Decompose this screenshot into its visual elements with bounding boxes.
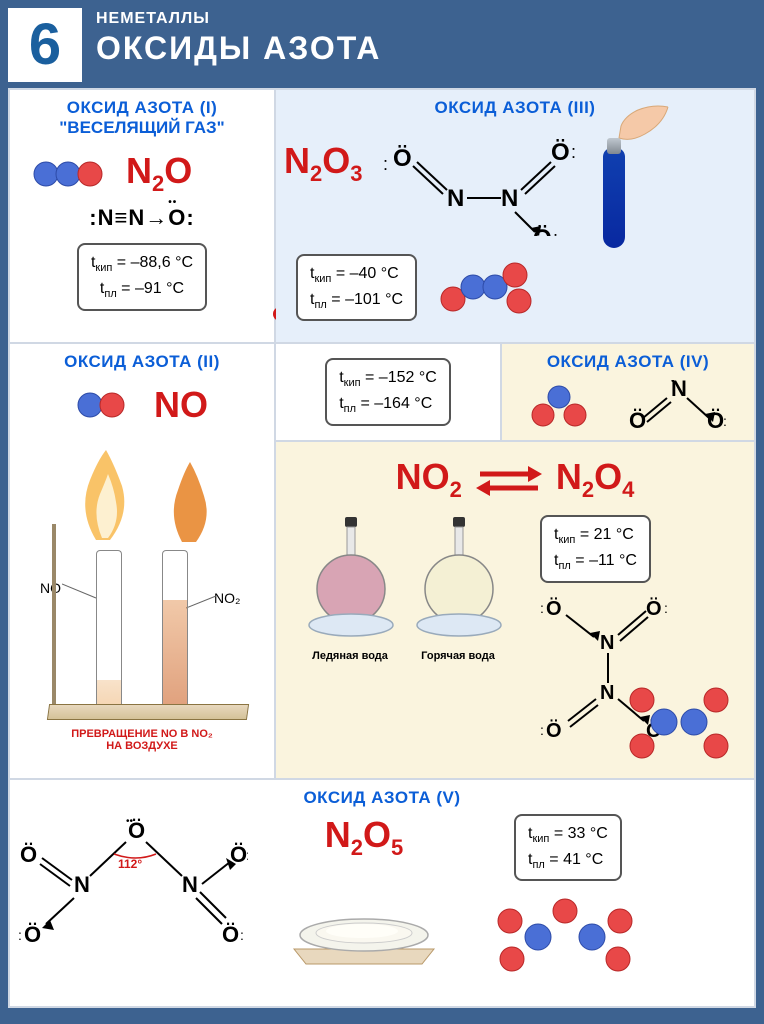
svg-text:112°: 112°	[118, 857, 142, 871]
flask-hot-icon	[413, 515, 503, 645]
header: 6 НЕМЕТАЛЛЫ ОКСИДЫ АЗОТА	[8, 8, 756, 82]
svg-text::: :	[540, 600, 544, 616]
formula-n2o: N2O	[126, 150, 192, 197]
poster-number: 6	[8, 8, 82, 82]
formula-n2o4: N2O4	[556, 456, 635, 503]
oxide-title: ОКСИД АЗОТА (V)	[18, 788, 746, 808]
svg-text:•: •	[671, 380, 675, 387]
cell-no-head: ОКСИД АЗОТА (II) NO	[10, 344, 274, 440]
svg-text:••: ••	[126, 816, 134, 827]
oxide-title: ОКСИД АЗОТА (I)	[18, 98, 266, 118]
cold-water-label: Ледяная вода	[305, 650, 395, 662]
svg-text:Ö: Ö	[230, 842, 247, 867]
experiment-caption2: НА ВОЗДУХЕ	[18, 740, 266, 752]
cell-no2-n2o4: NO2 N2O4	[276, 442, 754, 778]
lewis-n2o3-icon: Ö : N N Ö : Ö :	[383, 126, 583, 236]
temp-box-n2o5: tкип = 33 °С tпл = 41 °С	[514, 814, 622, 881]
svg-text:Ö: Ö	[646, 597, 662, 620]
content-area: ОКСИД АЗОТА (I) "ВЕСЕЛЯЩИЙ ГАЗ" N2O :N≡N…	[8, 88, 756, 1008]
dish-icon	[284, 879, 444, 969]
lewis-n2o: :N≡N→O••:	[18, 205, 266, 231]
cell-no-temp: tкип = –152 °С tпл = –164 °С	[276, 344, 500, 440]
cell-no2-head: ОКСИД АЗОТА (IV) N • Ö: Ö:	[502, 344, 754, 440]
cell-no-experiment: NO NO₂ ПРЕВРАЩЕНИЕ NO В NO₂ НА ВОЗДУХЕ	[10, 442, 274, 778]
category-subtitle: НЕМЕТАЛЛЫ	[96, 10, 381, 28]
cell-n2o3: ОКСИД АЗОТА (III) N2O3 Ö : N N Ö :	[276, 90, 754, 342]
svg-text:Ö: Ö	[24, 922, 41, 947]
temp-box-no: tкип = –152 °С tпл = –164 °С	[325, 358, 451, 425]
poster: 6 НЕМЕТАЛЛЫ ОКСИДЫ АЗОТА ОКСИД АЗОТА (I)…	[0, 0, 764, 1024]
stand-base-icon	[47, 704, 249, 720]
svg-text:Ö: Ö	[222, 922, 239, 947]
svg-text:N: N	[182, 872, 198, 897]
cell-n2o5: ОКСИД АЗОТА (V) Ö •• 112° N N Ö: Ö:	[10, 780, 754, 1008]
oxide-title: ОКСИД АЗОТА (II)	[18, 352, 266, 372]
temp-box-n2o3: tкип = –40 °С tпл = –101 °С	[296, 254, 417, 321]
hand-vial-icon	[603, 132, 625, 248]
hot-water-label: Горячая вода	[413, 650, 503, 662]
formula-no2: NO2	[396, 456, 462, 503]
flame-icon	[156, 460, 226, 550]
svg-text:Ö: Ö	[393, 145, 412, 172]
molecule-n2o5-icon	[480, 893, 650, 1003]
svg-text:N: N	[447, 185, 464, 212]
oxide-subtitle: "ВЕСЕЛЯЩИЙ ГАЗ"	[18, 118, 266, 138]
label-no: NO	[40, 580, 61, 596]
equilibrium-arrow-icon	[474, 460, 544, 500]
lewis-n2o5-icon: Ö •• 112° N N Ö: Ö: Ö: Ö:	[18, 814, 248, 984]
svg-text:Ö: Ö	[546, 597, 562, 620]
oxide-title: ОКСИД АЗОТА (III)	[284, 98, 746, 118]
svg-text::: :	[540, 722, 544, 738]
molecule-n2o4-icon	[624, 682, 734, 772]
molecule-n2o-icon	[32, 160, 108, 188]
svg-text::: :	[246, 847, 248, 863]
svg-text::: :	[383, 154, 388, 174]
flame-icon	[66, 450, 146, 550]
svg-text:N: N	[600, 632, 614, 654]
svg-text:Ö: Ö	[551, 139, 570, 166]
poster-title: ОКСИДЫ АЗОТА	[96, 30, 381, 67]
svg-text:Ö: Ö	[20, 842, 37, 867]
molecule-n2o3-icon	[439, 261, 539, 315]
svg-text::: :	[571, 142, 576, 162]
molecule-no2-icon	[529, 383, 589, 427]
experiment-caption: ПРЕВРАЩЕНИЕ NO В NO₂	[18, 728, 266, 740]
svg-text::: :	[664, 600, 668, 616]
lewis-no2-icon: N • Ö: Ö:	[627, 380, 727, 430]
svg-text::: :	[18, 927, 22, 943]
formula-n2o5: N2O5	[264, 814, 464, 861]
svg-text:Ö: Ö	[629, 408, 646, 430]
svg-text:Ö: Ö	[533, 225, 552, 236]
svg-text::: :	[240, 927, 244, 943]
temp-box-no2: tкип = 21 °С tпл = –11 °С	[540, 515, 651, 582]
svg-text:N: N	[74, 872, 90, 897]
svg-text::: :	[553, 228, 558, 236]
cell-n2o: ОКСИД АЗОТА (I) "ВЕСЕЛЯЩИЙ ГАЗ" N2O :N≡N…	[10, 90, 274, 342]
svg-text:Ö: Ö	[546, 719, 562, 742]
oxide-title: ОКСИД АЗОТА (IV)	[510, 352, 746, 372]
temp-box-n2o: tкип = –88,6 °С tпл = –91 °С	[77, 243, 207, 310]
svg-text:N: N	[600, 682, 614, 704]
svg-text::: :	[723, 413, 727, 429]
svg-text:N: N	[501, 185, 518, 212]
formula-n2o3: N2O3	[284, 140, 363, 187]
flask-cold-icon	[305, 515, 395, 645]
formula-no: NO	[154, 384, 208, 426]
svg-text:Ö: Ö	[707, 408, 724, 430]
molecule-no-icon	[76, 391, 130, 419]
